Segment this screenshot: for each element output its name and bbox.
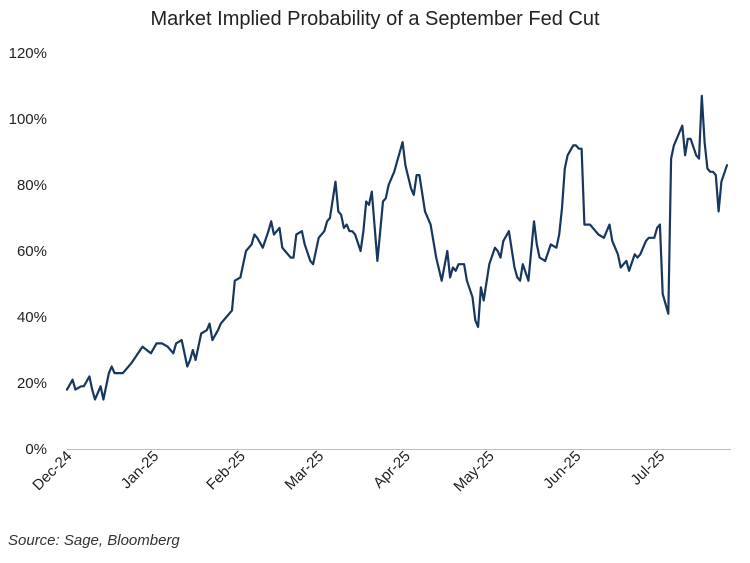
y-tick-label: 40% bbox=[17, 309, 47, 326]
y-tick-label: 80% bbox=[17, 177, 47, 194]
x-tick-label: May-25 bbox=[450, 448, 497, 495]
x-tick-label: Jul-25 bbox=[627, 448, 668, 489]
x-tick-label: Jun-25 bbox=[540, 448, 584, 492]
y-tick-label: 100% bbox=[9, 111, 47, 128]
source-note: Source: Sage, Bloomberg bbox=[8, 532, 180, 549]
x-tick-label: Mar-25 bbox=[282, 448, 328, 494]
y-tick-label: 60% bbox=[17, 243, 47, 260]
chart-title: Market Implied Probability of a Septembe… bbox=[150, 8, 600, 30]
y-tick-label: 0% bbox=[25, 441, 47, 458]
series-line bbox=[65, 94, 729, 401]
x-tick-label: Feb-25 bbox=[203, 448, 249, 494]
x-tick-label: Jan-25 bbox=[118, 448, 162, 492]
y-tick-label: 20% bbox=[17, 375, 47, 392]
y-tick-label: 120% bbox=[9, 45, 47, 62]
x-tick-label: Apr-25 bbox=[370, 448, 414, 492]
